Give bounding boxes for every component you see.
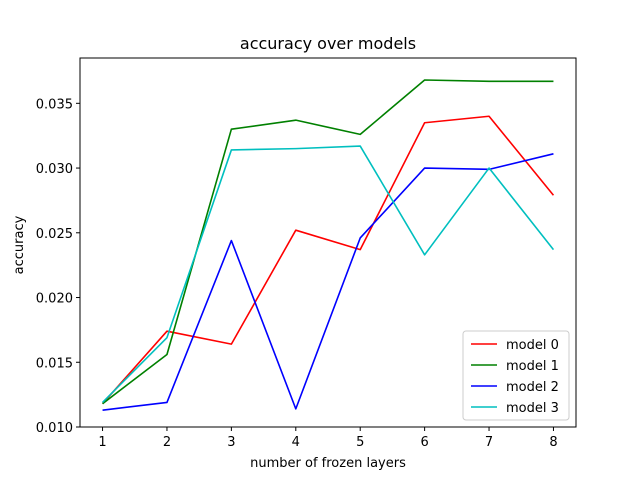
series-line-2: [102, 153, 554, 411]
chart-title: accuracy over models: [240, 34, 416, 53]
y-tick-label: 0.030: [36, 162, 73, 177]
y-axis-label: accuracy: [12, 215, 27, 274]
legend-box: [462, 330, 570, 421]
x-tick-label: 5: [356, 435, 364, 450]
x-tick-label: 7: [485, 435, 493, 450]
y-tick-label: 0.025: [36, 227, 73, 242]
axes-frame: [79, 57, 577, 428]
plot-area: 1 2 3 4 5 6 7 8 0.010 0.015 0.020 0.025 0.030 0.035: [36, 57, 577, 450]
series-line-3: [101, 145, 555, 403]
legend-item: model 1: [471, 359, 559, 374]
x-tick-label: 8: [549, 435, 557, 450]
legend-label: model 3: [506, 401, 559, 416]
series-line-0: [101, 115, 555, 405]
x-tick-label: 2: [163, 435, 171, 450]
series-line-1: [102, 79, 554, 405]
x-axis-label: number of frozen layers: [250, 456, 406, 471]
legend-item: model 0: [471, 338, 559, 353]
y-tick-label: 0.010: [36, 421, 73, 436]
legend-label: model 2: [506, 380, 559, 395]
y-tick-label: 0.020: [36, 292, 73, 307]
y-tick-label: 0.015: [36, 356, 73, 371]
x-tick-label: 6: [420, 435, 428, 450]
legend: model 0 model 1 model 2 model 3: [462, 330, 570, 421]
x-tick-label: 4: [292, 435, 300, 450]
x-tick-label: 1: [98, 435, 106, 450]
legend-label: model 1: [506, 359, 559, 374]
legend-item: model 3: [471, 401, 559, 416]
legend-label: model 0: [506, 338, 559, 353]
x-tick-label: 3: [227, 435, 235, 450]
y-tick-label: 0.035: [36, 97, 73, 112]
legend-item: model 2: [471, 380, 559, 395]
